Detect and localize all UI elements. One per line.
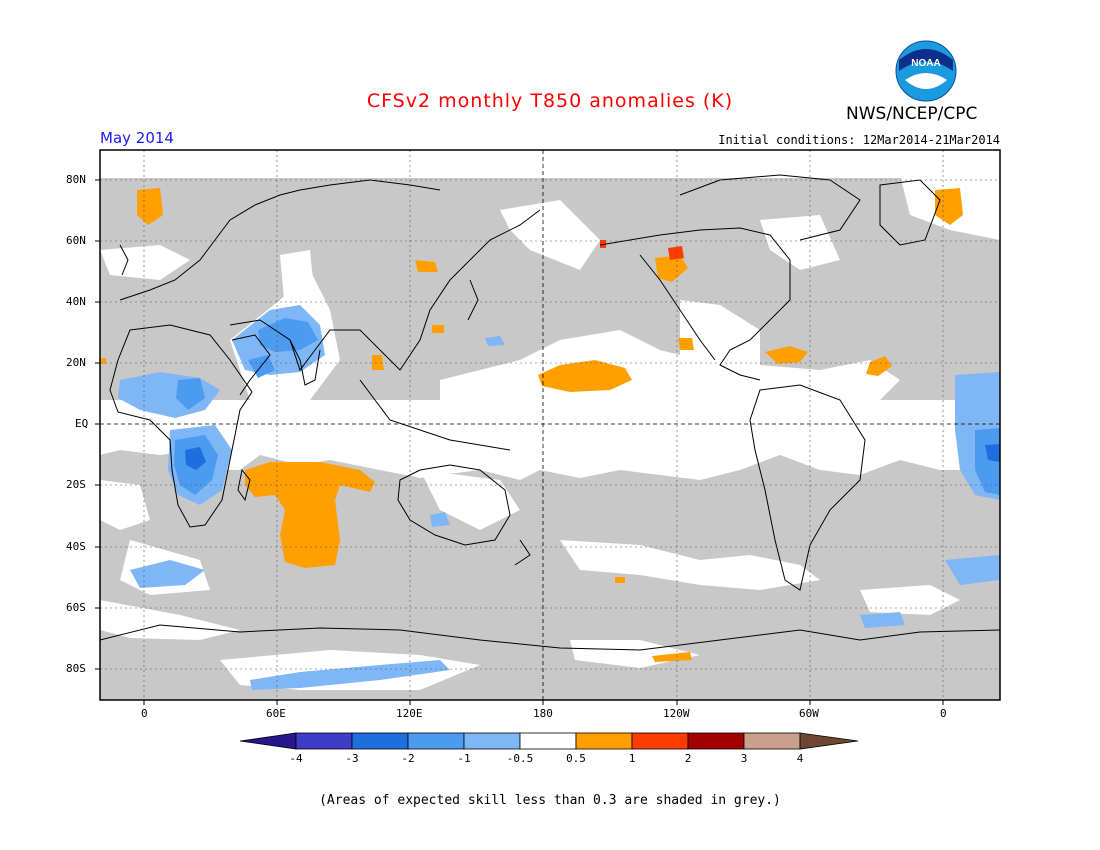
agency-label: NWS/NCEP/CPC xyxy=(846,104,978,124)
colorbar-swatch xyxy=(687,732,745,750)
map-title: CFSv2 monthly T850 anomalies (K) xyxy=(366,90,734,112)
warm-anomaly-orange xyxy=(100,188,963,662)
forecast-month: May 2014 xyxy=(100,129,174,147)
lon-label: 120E xyxy=(396,707,423,720)
colorbar-cap-left xyxy=(239,732,297,750)
colorbar-label: 2 xyxy=(684,752,692,765)
lat-label: 60S xyxy=(66,601,86,614)
lat-label: 20S xyxy=(66,478,86,491)
colorbar-label: -2 xyxy=(401,752,415,765)
cool-anomaly-strong xyxy=(185,444,1000,470)
colorbar-swatch xyxy=(351,732,409,750)
warm-anomaly-red xyxy=(600,240,684,260)
initial-conditions: Initial conditions: 12Mar2014-21Mar2014 xyxy=(718,133,1000,147)
colorbar-swatch xyxy=(295,732,353,750)
colorbar-label: -0.5 xyxy=(506,752,534,765)
colorbar-swatch xyxy=(407,732,465,750)
lat-label: 40N xyxy=(66,295,86,308)
colorbar-label: 0.5 xyxy=(566,752,586,765)
lat-label: EQ xyxy=(75,417,89,430)
map-frame xyxy=(99,149,1001,701)
logo-text: NOAA xyxy=(911,58,940,69)
colorbar-label: 4 xyxy=(796,752,804,765)
colorbar-label: -1 xyxy=(457,752,471,765)
colorbar-label: 1 xyxy=(628,752,636,765)
skill-note: (Areas of expected skill less than 0.3 a… xyxy=(319,793,781,808)
lon-label: 60E xyxy=(266,707,286,720)
logo: NOAA xyxy=(895,40,957,102)
equator-dateline xyxy=(100,150,1000,700)
lon-label: 120W xyxy=(663,707,690,720)
colorbar-swatch xyxy=(575,732,633,750)
lon-label: 0 xyxy=(940,707,947,720)
lat-label: 80N xyxy=(66,173,86,186)
colorbar-swatch xyxy=(519,732,577,750)
colorbar-label: -4 xyxy=(289,752,303,765)
lon-label: 0 xyxy=(141,707,148,720)
colorbar-label: 3 xyxy=(740,752,748,765)
lon-label: 60W xyxy=(799,707,819,720)
colorbar-label: -3 xyxy=(345,752,359,765)
colorbar-swatch xyxy=(743,732,801,750)
lat-label: 20N xyxy=(66,356,86,369)
lat-label: 40S xyxy=(66,540,86,553)
colorbar-swatch xyxy=(463,732,521,750)
lon-label: 180 xyxy=(533,707,553,720)
lat-label: 80S xyxy=(66,662,86,675)
graticule xyxy=(100,150,1000,700)
colorbar-swatch xyxy=(631,732,689,750)
colorbar-cap-right xyxy=(799,732,859,750)
lat-label: 60N xyxy=(66,234,86,247)
